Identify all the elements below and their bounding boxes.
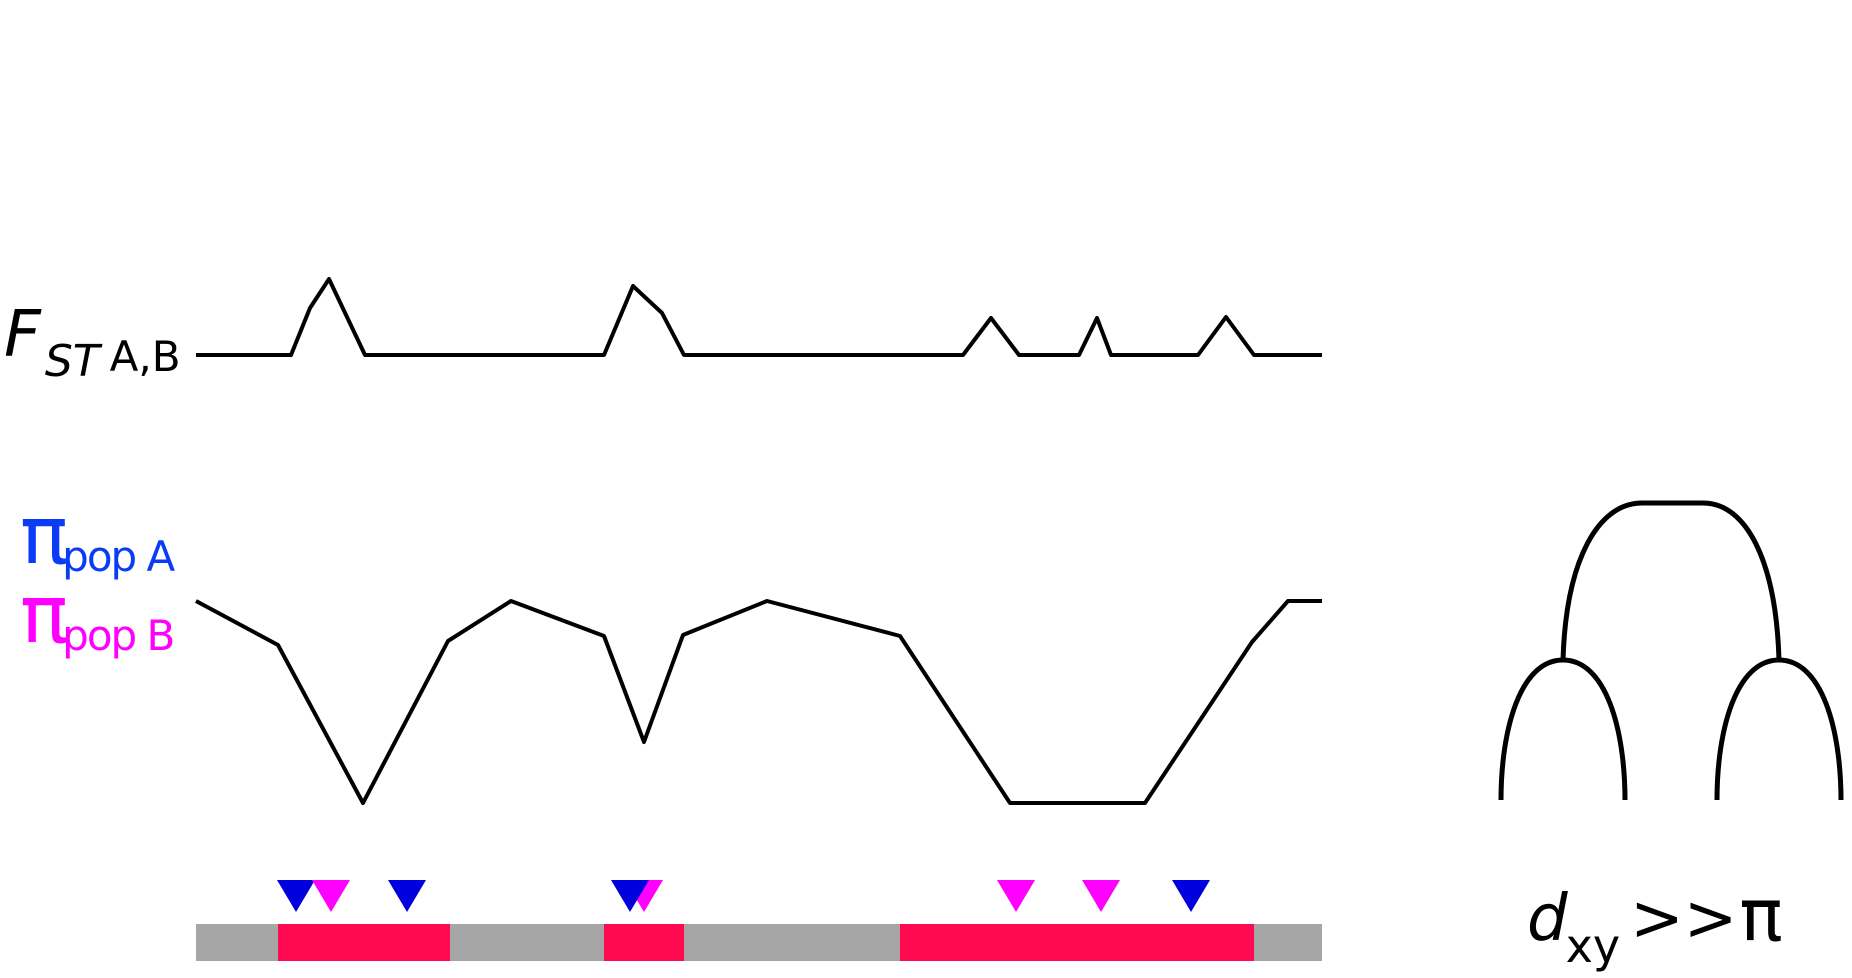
pi-pop-a-sub: pop A xyxy=(62,532,175,581)
tree-root-branch xyxy=(1560,500,1782,661)
marker-pop-a xyxy=(1172,880,1210,912)
genealogy-tree xyxy=(1498,500,1844,801)
marker-pop-a xyxy=(277,880,315,912)
pi-pop-a-label: πpop A xyxy=(20,489,176,582)
dxy-label-sub: xy xyxy=(1566,919,1620,973)
fst-trace xyxy=(196,277,1322,357)
pi-pop-a-symbol: π xyxy=(20,489,68,582)
fst-label: FST A,B xyxy=(4,298,181,387)
selected-region xyxy=(278,924,450,961)
fst-label-sub: ST xyxy=(45,336,103,387)
dxy-label-main: d xyxy=(1527,882,1568,956)
dxy-pi-symbol: π xyxy=(1739,873,1782,957)
dxy-relation: >> xyxy=(1630,882,1737,956)
fst-label-pops: A,B xyxy=(110,332,181,381)
marker-pop-b xyxy=(997,880,1035,912)
fst-label-main: F xyxy=(4,298,42,372)
selected-region xyxy=(900,924,1254,961)
selected-region xyxy=(604,924,684,961)
pi-pop-b-label: πpop B xyxy=(20,568,173,661)
tree-right-subtree xyxy=(1714,657,1844,801)
marker-pop-b xyxy=(312,880,350,912)
marker-pop-b xyxy=(1082,880,1120,912)
tree-left-subtree xyxy=(1498,657,1628,801)
marker-pop-a xyxy=(388,880,426,912)
pi-trace xyxy=(195,599,1322,805)
dxy-label: dxy >>π xyxy=(1527,873,1783,973)
marker-pop-a xyxy=(611,880,649,912)
pi-pop-b-symbol: π xyxy=(20,568,68,661)
pi-pop-b-sub: pop B xyxy=(62,611,173,660)
